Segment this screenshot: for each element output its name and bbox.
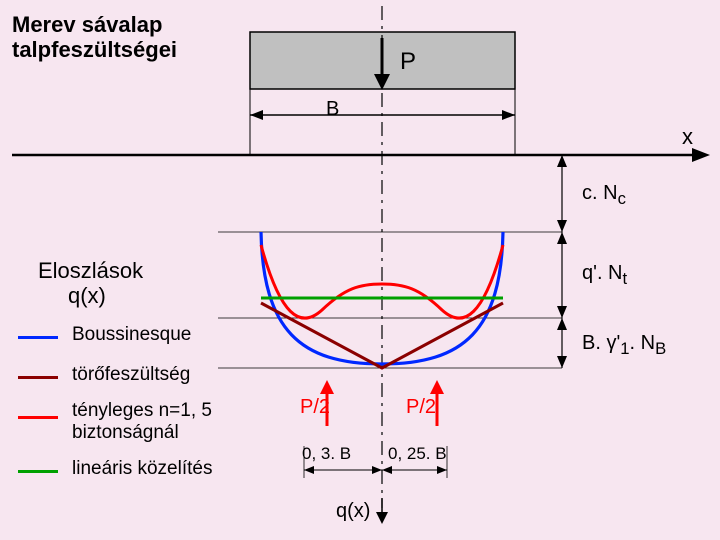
title: Merev sávalap talpfeszültségei	[12, 12, 177, 63]
swatch-linear	[18, 470, 58, 473]
swatch-torof	[18, 376, 58, 379]
x-axis-arrow	[692, 148, 710, 162]
legend-linear: lineáris közelítés	[72, 458, 212, 480]
label-x: x	[682, 124, 693, 150]
label-eloszlasok: Eloszlások q(x)	[38, 258, 143, 309]
label-cnc: c. Nc	[582, 182, 626, 209]
label-qnt: q'. Nt	[582, 262, 627, 289]
title-line1: Merev sávalap	[12, 12, 162, 37]
label-p: P	[400, 48, 416, 76]
label-025b: 0, 25. B	[388, 444, 447, 464]
label-p2-left: P/2	[300, 396, 330, 419]
label-b: B	[326, 98, 339, 121]
swatch-boussinesque	[18, 336, 58, 339]
swatch-tenyleges	[18, 416, 58, 419]
label-p2-right: P/2	[406, 396, 436, 419]
label-qx-bottom: q(x)	[336, 500, 370, 523]
legend-boussinesque: Boussinesque	[72, 324, 191, 346]
legend-tenyleges: tényleges n=1, 5 biztonságnál	[72, 400, 212, 444]
dim-b-arrow-l	[250, 110, 263, 120]
title-line2: talpfeszültségei	[12, 37, 177, 62]
legend-torof: törőfeszültség	[72, 364, 190, 386]
label-bgn: B. γ'1. NB	[582, 332, 666, 359]
dim-b-arrow-r	[502, 110, 515, 120]
label-03b: 0, 3. B	[302, 444, 351, 464]
